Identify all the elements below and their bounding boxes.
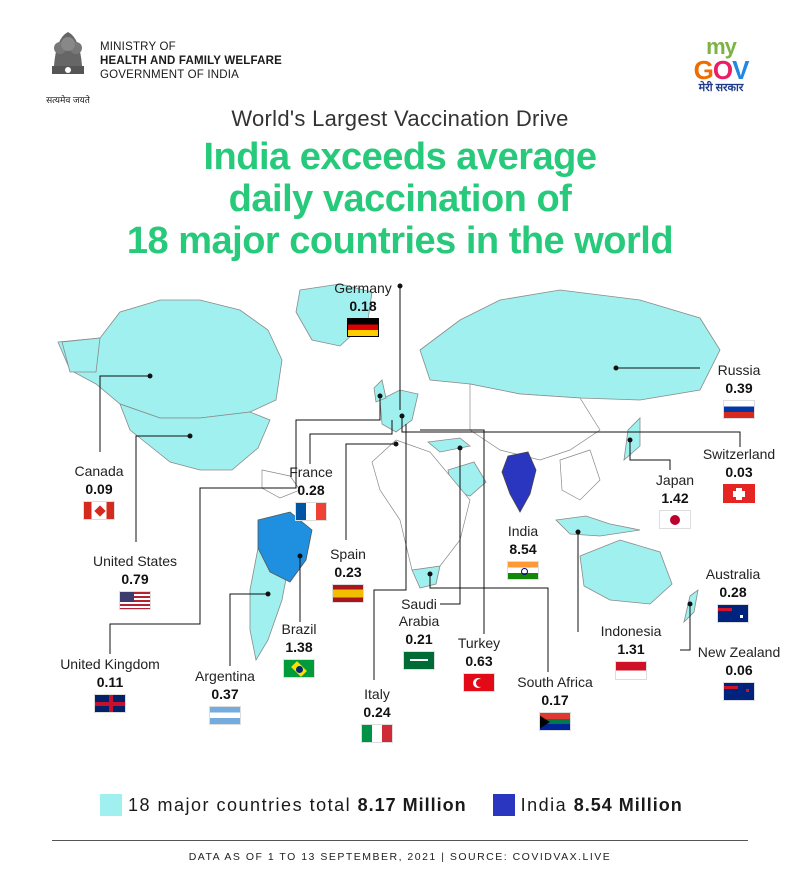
indonesia-flag-icon: [615, 661, 647, 680]
country-france: France 0.28: [256, 464, 366, 521]
mygov-gov: GOV: [693, 55, 750, 85]
saudi-flag-icon: [403, 651, 435, 670]
germany-flag-icon: [347, 318, 379, 337]
legend-others-label: 18 major countries total: [128, 794, 352, 815]
headline-line-2: daily vaccination of: [228, 178, 572, 220]
canada-shape: [57, 299, 283, 419]
country-india: India 8.54: [468, 523, 578, 580]
legend-swatch-others: [100, 794, 122, 816]
uk-flag-icon: [94, 694, 126, 713]
usa-shape: [119, 403, 271, 471]
south-africa-flag-icon: [539, 712, 571, 731]
mygov-tagline: मेरी सरकार: [698, 82, 744, 94]
world-map: [57, 283, 741, 680]
legend-india-label: India: [520, 794, 568, 815]
country-saudi-arabia: Saudi Arabia 0.21: [364, 596, 474, 670]
usa-flag-icon: [119, 591, 151, 610]
legend-others-value: 8.17 Million: [357, 794, 467, 815]
switzerland-flag-icon: [723, 484, 755, 503]
legend-swatch-india: [492, 794, 515, 816]
mygov-logo: my GOV मेरी सरकार: [676, 34, 766, 95]
alaska-shape: [61, 337, 101, 373]
headline-line-3: 18 major countries in the world: [126, 220, 674, 262]
country-spain: Spain 0.23: [293, 546, 403, 603]
footer-divider: [52, 840, 748, 841]
ministry-name: MINISTRY OF HEALTH AND FAMILY WELFARE GO…: [100, 40, 282, 82]
japan-flag-icon: [659, 510, 691, 529]
country-germany: Germany 0.18: [308, 280, 418, 337]
country-turkey: Turkey 0.63: [424, 635, 534, 692]
brazil-shape: [257, 511, 313, 583]
argentina-flag-icon: [209, 706, 241, 725]
emblem-caption: सत्यमेव जयते: [46, 95, 90, 105]
headline: India exceeds average daily vaccination …: [0, 136, 800, 262]
australia-shape: [579, 539, 673, 605]
country-united-states: United States 0.79: [80, 553, 190, 610]
canada-flag-icon: [83, 501, 115, 520]
country-brazil: Brazil 1.38: [244, 621, 354, 678]
highlighted-countries: [57, 283, 721, 662]
turkey-flag-icon: [463, 673, 495, 692]
subtitle: World's Largest Vaccination Drive: [231, 106, 569, 131]
country-united-kingdom: United Kingdom 0.11: [40, 656, 180, 713]
uk-shape: [373, 379, 387, 403]
india-shape: [501, 451, 537, 513]
leader-lines: [99, 283, 741, 680]
country-new-zealand: New Zealand 0.06: [684, 644, 794, 701]
country-argentina: Argentina 0.37: [170, 668, 280, 725]
australia-flag-icon: [717, 604, 749, 623]
spain-flag-icon: [332, 584, 364, 603]
country-australia: Australia 0.28: [678, 566, 788, 623]
italy-flag-icon: [361, 724, 393, 743]
turkey-shape: [427, 437, 471, 453]
ministry-line-2: HEALTH AND FAMILY WELFARE: [100, 55, 282, 67]
legend: 18 major countries total 8.17 Million In…: [100, 794, 683, 816]
france-flag-icon: [295, 502, 327, 521]
country-indonesia: Indonesia 1.31: [576, 623, 686, 680]
brazil-flag-icon: [283, 659, 315, 678]
national-emblem: सत्यमेव जयते: [44, 26, 92, 105]
headline-line-1: India exceeds average: [203, 136, 597, 178]
mygov-my: my: [706, 34, 737, 59]
new-zealand-flag-icon: [723, 682, 755, 701]
other-countries: [261, 383, 601, 571]
legend-india-value: 8.54 Million: [573, 794, 683, 815]
ministry-line-1: MINISTRY OF: [100, 41, 176, 53]
country-italy: Italy 0.24: [322, 686, 432, 743]
country-switzerland: Switzerland 0.03: [684, 446, 794, 503]
russia-shape: [419, 289, 721, 401]
country-south-africa: South Africa 0.17: [500, 674, 610, 731]
country-japan: Japan 1.42: [620, 472, 730, 529]
country-canada: Canada 0.09: [44, 463, 154, 520]
footer-source: DATA AS OF 1 TO 13 SEPTEMBER, 2021 | SOU…: [188, 851, 612, 863]
ministry-line-3: GOVERNMENT OF INDIA: [100, 69, 240, 81]
russia-flag-icon: [723, 400, 755, 419]
country-russia: Russia 0.39: [684, 362, 794, 419]
india-flag-icon: [507, 561, 539, 580]
